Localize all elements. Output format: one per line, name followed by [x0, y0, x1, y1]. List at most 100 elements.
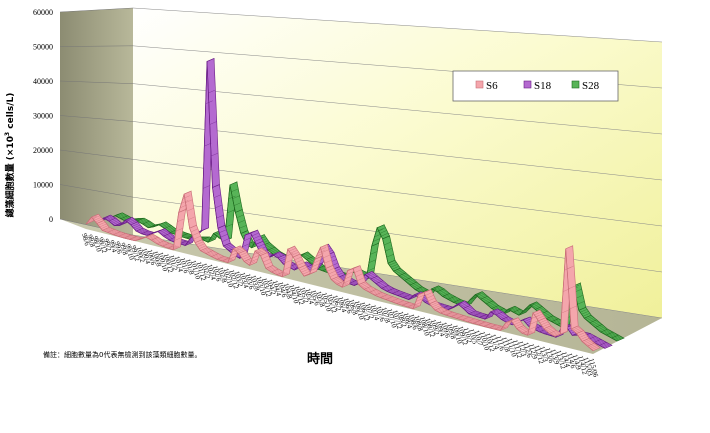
- ribbon-hatch: [449, 313, 457, 317]
- ribbon-hatch: [378, 227, 386, 231]
- ribbon-hatch: [488, 303, 496, 307]
- ribbon-hatch: [165, 226, 173, 230]
- x-tick-label: 98/6: [80, 232, 91, 247]
- ribbon-hatch: [297, 262, 305, 266]
- ribbon-hatch: [221, 238, 230, 242]
- x-tick-label: 106/6: [342, 297, 354, 315]
- ribbon-hatch: [470, 319, 478, 323]
- ribbon-hatch: [492, 306, 501, 310]
- ribbon-hatch: [374, 279, 382, 283]
- ribbon-hatch: [521, 309, 529, 313]
- ribbon-hatch: [493, 310, 501, 314]
- ribbon-hatch: [381, 232, 389, 237]
- ribbon-hatch: [385, 287, 393, 291]
- ribbon-hatch: [241, 254, 249, 258]
- ribbon-hatch: [411, 305, 419, 309]
- ribbon-hatch: [301, 269, 309, 273]
- ribbon-hatch: [183, 241, 191, 246]
- ribbon-hatch: [257, 250, 265, 254]
- ribbon-hatch: [211, 152, 219, 157]
- ribbon-hatch: [577, 301, 585, 305]
- ribbon-hatch: [144, 231, 152, 235]
- ribbon-hatch: [231, 188, 239, 192]
- ribbon-hatch: [396, 270, 404, 274]
- ribbon-hatch: [117, 232, 125, 237]
- ribbon-hatch: [444, 311, 452, 315]
- ribbon-hatch: [459, 301, 467, 306]
- legend-swatch-S6: [475, 80, 484, 89]
- ribbon-hatch: [181, 200, 189, 204]
- ribbon-hatch: [371, 277, 380, 281]
- ribbon-hatch: [256, 248, 264, 253]
- ribbon-hatch: [466, 318, 474, 322]
- ribbon-hatch: [166, 234, 174, 239]
- legend-swatch-S28: [571, 80, 580, 89]
- ribbon-hatch: [464, 306, 472, 310]
- ribbon-hatch: [122, 216, 130, 220]
- ribbon-hatch: [430, 302, 438, 306]
- ribbon-hatch: [601, 329, 610, 334]
- ribbon-hatch: [572, 326, 580, 331]
- ribbon-hatch: [226, 245, 234, 249]
- ribbon-hatch: [324, 260, 332, 264]
- ribbon-hatch: [595, 339, 603, 344]
- ribbon-hatch: [104, 215, 112, 220]
- ribbon-hatch: [106, 216, 114, 220]
- ribbon-hatch: [526, 331, 534, 335]
- ribbon-hatch: [383, 241, 392, 246]
- x-tick-label: 100/4: [140, 247, 152, 265]
- ribbon-hatch: [415, 292, 423, 296]
- ribbon-hatch: [588, 344, 596, 348]
- ribbon-hatch: [471, 319, 479, 324]
- ribbon-hatch: [425, 292, 433, 296]
- ribbon-hatch: [552, 319, 561, 323]
- ribbon-hatch: [373, 291, 381, 295]
- ribbon-hatch: [291, 251, 299, 256]
- ribbon-hatch: [441, 292, 449, 296]
- ribbon-hatch: [380, 284, 388, 288]
- ribbon-hatch: [362, 285, 370, 289]
- ribbon-hatch: [486, 314, 494, 318]
- legend-label-S6: S6: [486, 80, 498, 92]
- ribbon-hatch: [588, 318, 596, 322]
- x-tick-label: 98/8: [86, 234, 97, 249]
- ribbon-hatch: [545, 326, 553, 331]
- ribbon-hatch: [186, 240, 194, 244]
- ribbon-hatch: [405, 278, 413, 282]
- ribbon-hatch: [389, 297, 397, 302]
- ribbon-hatch: [591, 320, 599, 325]
- x-tick-label: 99/2: [102, 238, 113, 253]
- ribbon-hatch: [494, 311, 502, 315]
- x-tick-label: 114/4: [560, 351, 572, 369]
- x-tick-label: 105/4: [304, 288, 316, 306]
- ribbon-hatch: [203, 237, 212, 241]
- ribbon-hatch: [498, 326, 507, 331]
- ribbon-hatch: [210, 234, 218, 238]
- x-tick-label: 99/6: [113, 241, 124, 256]
- x-tick-label: 104/2: [265, 278, 277, 296]
- ribbon-hatch: [357, 277, 365, 281]
- ribbon-hatch: [514, 309, 522, 314]
- ribbon-hatch: [318, 266, 326, 270]
- ribbon-hatch: [117, 222, 125, 226]
- ribbon-hatch: [237, 249, 245, 253]
- ribbon-hatch: [392, 298, 400, 303]
- ribbon-hatch: [403, 302, 411, 306]
- x-tick-label: 112/3: [516, 340, 528, 358]
- ribbon-hatch: [603, 330, 611, 334]
- ribbon-hatch: [112, 221, 121, 225]
- ribbon-hatch: [283, 266, 291, 271]
- ribbon-hatch: [203, 248, 211, 253]
- ribbon-hatch: [109, 229, 117, 234]
- ribbon-hatch: [310, 267, 318, 271]
- x-tick-label: 104/8: [282, 282, 294, 300]
- ribbon-hatch: [219, 229, 227, 233]
- ribbon-hatch: [528, 302, 536, 307]
- x-tick-label: 105/2: [298, 286, 310, 304]
- ribbon-hatch: [188, 216, 196, 220]
- ribbon-hatch: [366, 272, 374, 276]
- ribbon-hatch: [116, 213, 124, 217]
- x-tick-label: 114/9: [571, 353, 583, 371]
- ribbon-hatch: [129, 220, 137, 224]
- x-tick-label: 113/3: [538, 345, 550, 363]
